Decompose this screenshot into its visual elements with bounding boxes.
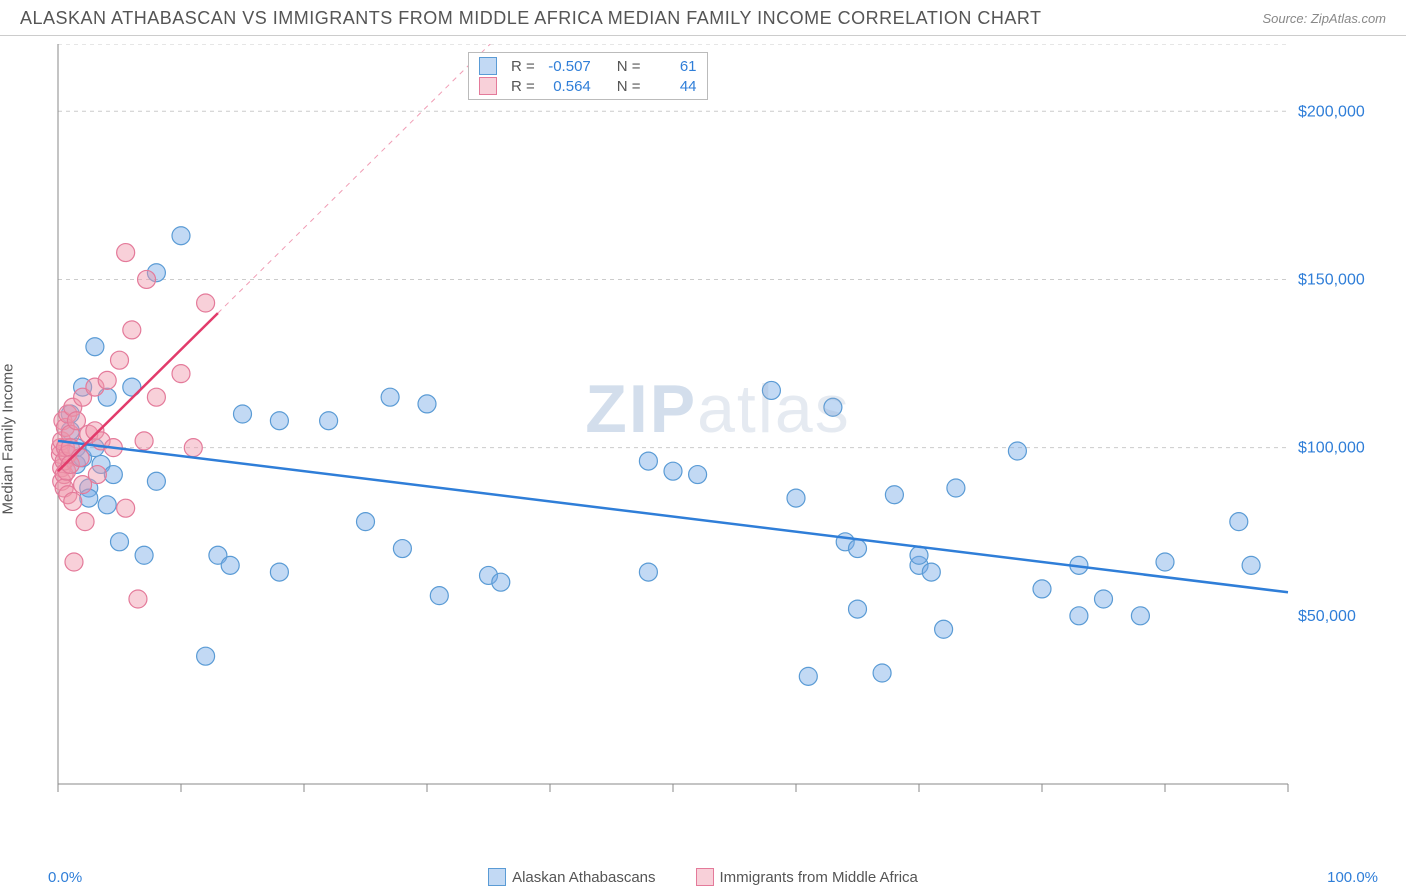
series1-n-value: 61 [649, 58, 697, 75]
chart-source: Source: ZipAtlas.com [1262, 11, 1386, 26]
series2-r-value: 0.564 [543, 78, 591, 95]
x-axis-min-label: 0.0% [48, 869, 82, 886]
n-label: N = [617, 58, 641, 75]
series2-swatch-icon [479, 77, 497, 95]
series2-n-value: 44 [649, 78, 697, 95]
legend-series1-swatch-icon [488, 868, 506, 886]
stats-row-2: R = 0.564 N = 44 [479, 76, 697, 96]
legend-series1-label: Alaskan Athabascans [512, 869, 655, 886]
legend-series2-swatch-icon [696, 868, 714, 886]
r-label-2: R = [511, 78, 535, 95]
stats-row-1: R = -0.507 N = 61 [479, 56, 697, 76]
series1-r-value: -0.507 [543, 58, 591, 75]
r-label: R = [511, 58, 535, 75]
y-axis-label: Median Family Income [0, 363, 17, 514]
svg-text:$200,000: $200,000 [1298, 103, 1365, 120]
svg-text:$100,000: $100,000 [1298, 440, 1365, 457]
scatter-plot: $50,000$100,000$150,000$200,000 ZIPatlas… [48, 44, 1388, 804]
n-label-2: N = [617, 78, 641, 95]
legend-series2: Immigrants from Middle Africa [696, 868, 918, 886]
x-axis-max-label: 100.0% [1327, 869, 1378, 886]
svg-text:$50,000: $50,000 [1298, 608, 1356, 625]
svg-text:$150,000: $150,000 [1298, 271, 1365, 288]
chart-footer: 0.0% Alaskan Athabascans Immigrants from… [0, 868, 1406, 886]
chart-area: Median Family Income $50,000 $100,000 $150… [0, 36, 1406, 841]
chart-title: ALASKAN ATHABASCAN VS IMMIGRANTS FROM MI… [20, 8, 1042, 29]
chart-header: ALASKAN ATHABASCAN VS IMMIGRANTS FROM MI… [0, 0, 1406, 36]
legend-series2-label: Immigrants from Middle Africa [720, 869, 918, 886]
series1-swatch-icon [479, 57, 497, 75]
plot-svg: $50,000 $100,000 $150,000 $200,000 [48, 44, 1388, 804]
legend-series1: Alaskan Athabascans [488, 868, 655, 886]
correlation-stats-box: R = -0.507 N = 61 R = 0.564 N = 44 [468, 52, 708, 100]
